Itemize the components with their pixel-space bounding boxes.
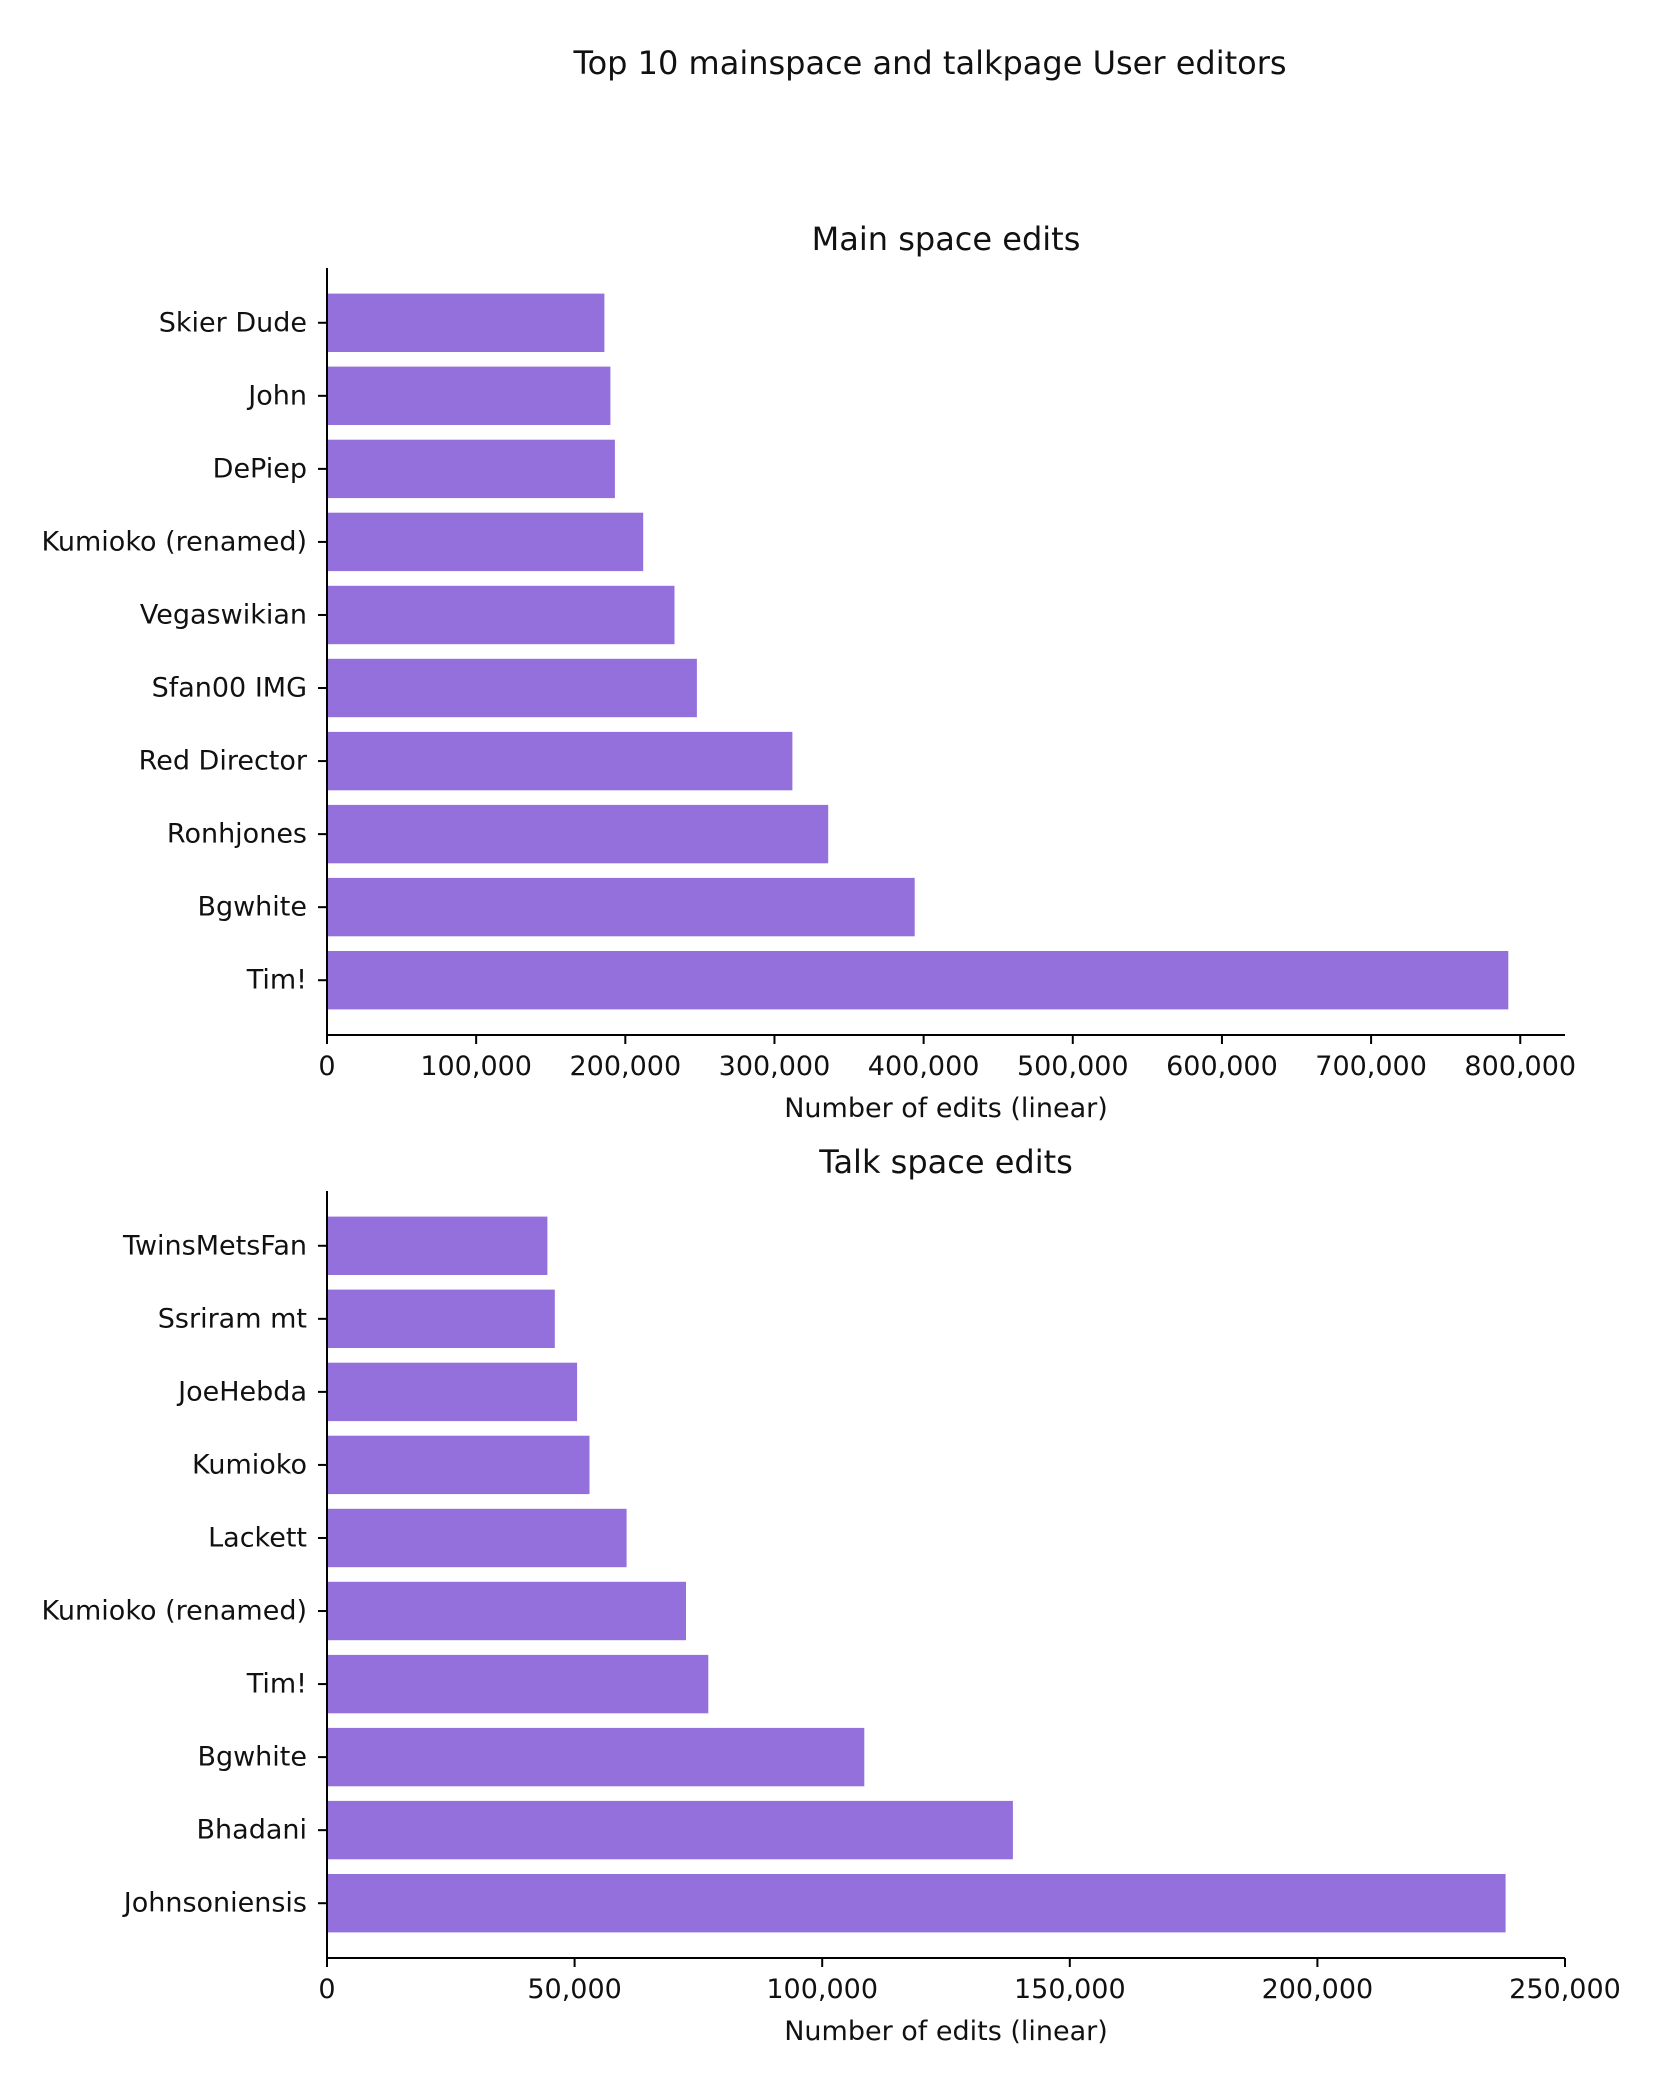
main-bar-john — [327, 366, 611, 425]
main-y-tick-label: Sfan00 IMG — [152, 673, 307, 704]
main-y-tick-label: DePiep — [213, 453, 307, 484]
talk-bar-bhadani — [327, 1800, 1013, 1860]
figure-title: Top 10 mainspace and talkpage User edito… — [573, 44, 1287, 82]
talk-bar-tim — [327, 1654, 709, 1714]
main-bar-skier-dude — [327, 293, 605, 352]
talk-y-tick-label: JoeHebda — [176, 1376, 307, 1407]
main-x-tick-label: 700,000 — [1315, 1051, 1427, 1082]
main-y-tick-label: John — [246, 380, 307, 411]
main-y-tick-label: Kumioko (renamed) — [42, 526, 307, 557]
main-x-tick-label: 600,000 — [1166, 1051, 1278, 1082]
main-bar-tim — [327, 951, 1509, 1010]
talk-x-tick-label: 100,000 — [766, 1974, 878, 2005]
talk-y-tick-label: Bgwhite — [197, 1742, 307, 1773]
talk-x-tick-label: 200,000 — [1262, 1974, 1374, 2005]
talk-bar-kumioko — [327, 1435, 590, 1495]
talk-y-tick-label: Ssriram mt — [158, 1303, 307, 1334]
main-space-panel: Skier Dude John DePiep Kumioko (renamed) Veg… — [42, 220, 1577, 1124]
talk-bar-ssriram-mt — [327, 1289, 555, 1348]
talk-bar-lackett — [327, 1508, 627, 1568]
talk-x-tick-label: 50,000 — [527, 1974, 621, 2005]
main-bar-sfan00-img — [327, 658, 697, 718]
talk-x-tick-label: 250,000 — [1509, 1974, 1621, 2005]
talk-y-tick-label: Tim! — [246, 1669, 307, 1700]
main-bar-vegaswikian — [327, 585, 675, 645]
talk-x-axis-label: Number of edits (linear) — [784, 2016, 1108, 2047]
main-y-tick-label: Skier Dude — [159, 307, 307, 338]
main-y-tick-label: Tim! — [246, 965, 307, 996]
talk-y-tick-label: Lackett — [208, 1522, 307, 1553]
main-bar-red-director — [327, 731, 793, 791]
talk-y-tick-label: Johnsoniensis — [122, 1888, 307, 1919]
talk-y-tick-label: TwinsMetsFan — [122, 1230, 307, 1261]
main-x-axis-label: Number of edits (linear) — [784, 1093, 1108, 1124]
main-x-tick-label: 300,000 — [719, 1051, 831, 1082]
main-x-tick-label: 100,000 — [420, 1051, 532, 1082]
main-x-tick-label: 500,000 — [1017, 1051, 1129, 1082]
talk-bar-twinsmetsfan — [327, 1216, 548, 1275]
main-bar-bgwhite — [327, 877, 915, 937]
talk-x-tick-label: 150,000 — [1014, 1974, 1126, 2005]
talk-bar-bgwhite — [327, 1727, 865, 1787]
talk-bar-joehebda — [327, 1362, 578, 1422]
talk-x-tick-label: 0 — [318, 1974, 335, 2005]
main-x-tick-label: 800,000 — [1464, 1051, 1576, 1082]
main-x-tick-label: 0 — [318, 1051, 335, 1082]
main-x-tick-label: 400,000 — [868, 1051, 980, 1082]
talk-y-tick-label: Kumioko (renamed) — [42, 1596, 307, 1627]
main-x-tick-label: 200,000 — [569, 1051, 681, 1082]
main-bar-ronhjones — [327, 804, 829, 864]
main-y-tick-label: Ronhjones — [167, 819, 307, 850]
talk-y-tick-label: Bhadani — [197, 1815, 307, 1846]
talk-space-panel: TwinsMetsFan Ssriram mt JoeHebda Kumioko Lac… — [42, 1143, 1621, 2047]
main-y-tick-label: Vegaswikian — [140, 599, 307, 630]
main-bar-depiep — [327, 439, 615, 499]
talk-panel-title: Talk space edits — [818, 1143, 1073, 1181]
main-y-tick-label: Bgwhite — [197, 892, 307, 923]
talk-y-tick-label: Kumioko — [192, 1449, 307, 1480]
main-panel-title: Main space edits — [812, 220, 1081, 258]
main-y-tick-label: Red Director — [139, 746, 308, 777]
talk-bar-kumioko-renamed — [327, 1581, 686, 1641]
main-bar-kumioko-renamed — [327, 512, 644, 572]
talk-bar-johnsoniensis — [327, 1874, 1506, 1933]
